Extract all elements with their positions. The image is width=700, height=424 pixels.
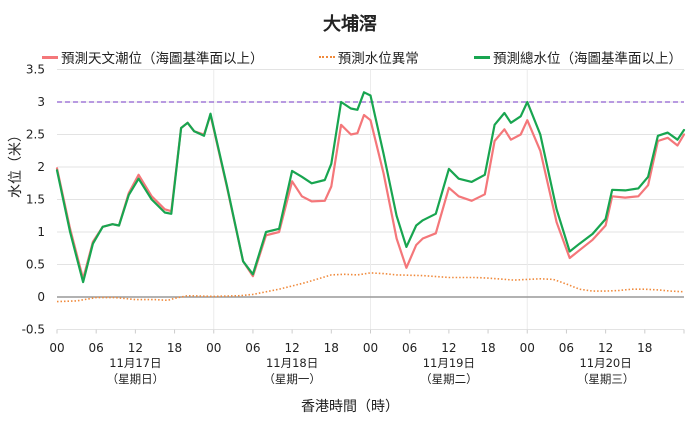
day-weekday: （星期二） <box>420 372 478 386</box>
y-tick-label: 0.5 <box>26 258 45 272</box>
y-tick-label: 2 <box>37 160 45 174</box>
y-axis-label: 水位（米） <box>8 128 24 198</box>
x-tick-label: 12 <box>441 341 456 355</box>
legend-item-astronomical-tide[interactable]: 預測天文潮位（海圖基準面以上） <box>42 47 264 67</box>
x-tick-label: 06 <box>89 341 104 355</box>
day-label: 11月18日 （星期一） <box>242 355 342 387</box>
legend-item-total-water-level[interactable]: 預測總水位（海圖基準面以上） <box>474 47 682 67</box>
x-tick-label: 00 <box>49 341 64 355</box>
x-tick-label: 06 <box>402 341 417 355</box>
y-tick-label: 2.5 <box>26 128 45 142</box>
legend-label: 預測水位異常 <box>337 51 419 67</box>
legend: 預測天文潮位（海圖基準面以上） 預測水位異常 預測總水位（海圖基準面以上） <box>42 47 682 67</box>
day-label: 11月19日 （星期二） <box>399 355 499 387</box>
x-tick-label: 06 <box>245 341 260 355</box>
x-tick-label: 06 <box>559 341 574 355</box>
day-label: 11月17日 （星期日） <box>85 355 185 387</box>
y-tick-label: 3.5 <box>26 63 45 77</box>
gridlines <box>57 69 684 330</box>
y-tick-label: 1 <box>37 225 45 239</box>
x-tick-label: 18 <box>324 341 339 355</box>
x-tick-label: 00 <box>520 341 535 355</box>
day-date: 11月20日 <box>579 356 632 370</box>
x-axis-label: 香港時間（時） <box>301 399 399 415</box>
x-tick-label: 18 <box>637 341 652 355</box>
day-date: 11月19日 <box>422 356 476 370</box>
series-line <box>55 113 686 280</box>
day-weekday: （星期一） <box>263 372 321 386</box>
day-date: 11月18日 <box>265 356 319 370</box>
y-tick-label: 1.5 <box>26 193 45 207</box>
legend-swatch-green-line <box>474 55 490 59</box>
x-tick-label: 18 <box>480 341 495 355</box>
legend-item-anomaly[interactable]: 預測水位異常 <box>318 47 419 67</box>
y-tick-label: -0.5 <box>22 323 45 337</box>
x-tick-label: 12 <box>128 341 143 355</box>
y-tick-label: 0 <box>37 290 45 304</box>
day-weekday: （星期三） <box>576 372 635 386</box>
y-tick-label: 3 <box>37 95 45 109</box>
legend-swatch-red-line <box>42 55 58 59</box>
x-tick-label: 12 <box>598 341 613 355</box>
legend-label: 預測天文潮位（海圖基準面以上） <box>61 51 264 67</box>
legend-label: 預測總水位（海圖基準面以上） <box>493 51 682 67</box>
day-date: 11月17日 <box>109 356 162 370</box>
day-weekday: （星期日） <box>106 372 165 386</box>
series-line <box>55 91 686 284</box>
series-line <box>56 272 685 303</box>
x-tick-label: 18 <box>167 341 182 355</box>
x-tick-label: 12 <box>284 341 299 355</box>
legend-swatch-orange-dotted <box>318 56 335 58</box>
chart-title: 大埔滘 <box>323 14 377 35</box>
x-axis: 00 06 12 18 00 06 12 18 00 06 12 18 00 06 12 18 <box>49 329 685 355</box>
day-label: 11月20日 （星期三） <box>556 355 656 387</box>
x-tick-label: 00 <box>363 341 378 355</box>
x-tick-label: 00 <box>206 341 221 355</box>
